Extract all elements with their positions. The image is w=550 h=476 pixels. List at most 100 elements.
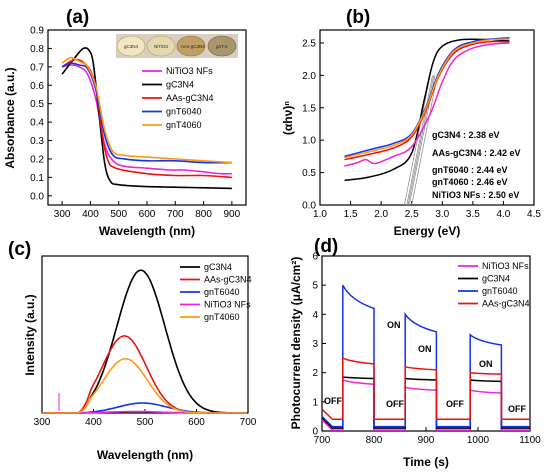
b-series-aas-gc3n4 [344,40,510,161]
panel-d-label: (d) [314,236,338,257]
panel-a-ylabel: Absorbance (a.u.) [3,67,17,168]
d-xtick-label-0: 700 [314,435,331,446]
sample-aas-gc3n4 [176,35,206,57]
b-xtick-label-6: 4.0 [496,209,510,220]
a-ytick-label-0: 0.0 [30,191,44,202]
panel-a-label: (a) [66,7,89,28]
a-ytick-label-7: 0.7 [30,62,44,73]
d-ytick-label-0: 0 [312,427,318,438]
b-tangent-1 [406,75,433,206]
panel-c: (c) 300 400 500 600 700 gC3N4 AAs-gC3N4 gnT604… [8,239,257,462]
bandgap-nitio3: NiTiO3 NFs : 2.50 eV [432,190,519,200]
bandgap-gc3n4: gC3N4 : 2.38 eV [432,130,500,140]
on-label-2: ON [418,344,432,354]
a-xtick-label-0: 300 [54,209,71,220]
d-legend-label-nitio3-nfs: NiTiO3 NFs [482,261,529,271]
d-xtick-label-2: 900 [418,435,435,446]
d-series-aas-gc3n4 [321,356,530,421]
b-xtick-label-2: 2.0 [374,209,388,220]
b-xtick-label-3: 2.5 [405,209,419,220]
b-series-gnt4060 [344,38,510,159]
b-xtick-label-1: 1.5 [344,209,358,220]
panel-a-ticks: 300 400 500 600 700 800 900 0.0 0.1 0.2 0.3 0.4 0.5 0… [30,26,241,221]
a-legend-label-gnt4060: gnT4060 [166,120,202,130]
a-ytick-label-9: 0.9 [30,26,44,37]
b-xtick-label-7: 4.5 [527,209,541,220]
inset-label-4: gnT-4 [216,44,228,49]
a-xtick-label-4: 700 [167,209,184,220]
c-series-gnt4060 [42,358,247,414]
d-ytick-label-1: 1 [312,397,318,408]
d-series-gnt6040 [321,284,530,428]
a-legend-label-aas-gc3n4: AAs-gC3N4 [166,93,214,103]
a-series-nitio3-nfs [61,64,232,175]
d-ytick-label-5: 5 [312,281,318,292]
sample-gnt4 [207,35,237,57]
a-xtick-label-2: 500 [110,209,127,220]
a-legend-label-gc3n4: gC3N4 [166,80,194,90]
a-xtick-label-3: 600 [139,209,156,220]
c-xtick-label-1: 400 [85,417,102,428]
panel-a-series [61,47,232,190]
panel-d-ylabel: Photocurrent density (μA/cm²) [289,257,303,430]
b-tangent-2 [407,75,435,206]
b-ytick-label-3: 1.5 [302,103,316,114]
a-series-aas-gc3n4 [61,58,232,179]
d-ytick-label-4: 4 [312,310,318,321]
a-ytick-label-4: 0.4 [30,118,44,129]
d-ytick-label-6: 6 [312,252,318,263]
panel-b-ticks: 1.0 1.5 2.0 2.5 3.0 3.5 4.0 4.5 0.0 0.5 1.0 1.5 2.0 2… [302,38,541,220]
c-legend-label-nitio3-nfs: NiTiO3 NFs [204,300,251,310]
b-ytick-label-1: 0.5 [302,168,316,179]
b-ytick-label-5: 2.5 [302,38,316,49]
d-series-nitio3-nfs [321,378,530,431]
d-ytick-label-2: 2 [312,368,318,379]
bandgap-gnt6040: gnT6040 : 2.44 eV [432,165,508,175]
b-series-nitio3-nfs [344,42,510,167]
sample-photo-inset: gC3N4 NiTiO3 AAs-gC3N4 gnT-4 [116,34,238,58]
sample-gc3n4 [116,35,146,57]
inset-label-1: gC3N4 [124,44,139,49]
a-series-gnt6040 [61,62,232,164]
c-xtick-label-4: 700 [240,417,257,428]
panel-c-ylabel: Intensity (a.u.) [23,294,37,375]
b-xtick-label-4: 3.0 [435,209,449,220]
a-ytick-label-6: 0.6 [30,81,44,92]
d-xtick-label-1: 800 [366,435,383,446]
b-xtick-label-5: 3.5 [466,209,480,220]
a-legend-label-nitio3-nfs: NiTiO3 NFs [166,66,213,76]
a-xtick-label-5: 800 [195,209,212,220]
a-ytick-label-8: 0.8 [30,44,44,55]
a-legend-label-gnt6040: gnT6040 [166,107,202,117]
panel-d-xlabel: Time (s) [403,455,449,469]
c-legend-label-gnt4060: gnT4060 [204,312,240,322]
panel-b: (b) 1.0 1.5 2.0 2.5 3.0 3.5 4.0 4.5 0.0 0.5 1.0 1.5… [281,7,541,238]
panel-c-legend: gC3N4 AAs-gC3N4 gnT6040 NiTiO3 NFs gnT4060 [180,262,252,322]
c-legend-label-aas-gc3n4: AAs-gC3N4 [204,275,252,285]
panel-d-on-off-labels: ON ON ON OFF OFF OFF OFF [324,320,526,414]
c-legend-label-gnt6040: gnT6040 [204,287,240,297]
b-ytick-label-4: 2.0 [302,71,316,82]
c-legend-label-gc3n4: gC3N4 [204,262,232,272]
panel-b-ylabel: (αhν)ⁿ [281,101,295,135]
d-legend-label-gnt6040: gnT6040 [482,286,518,296]
panel-b-label: (b) [346,7,370,28]
a-ytick-label-1: 0.1 [30,173,44,184]
on-label-1: ON [387,320,401,330]
d-legend-label-gc3n4: gC3N4 [482,274,510,284]
on-label-3: ON [479,359,493,369]
a-series-gnt4060 [61,56,232,164]
panel-b-frame [319,29,535,206]
panel-c-xlabel: Wavelength (nm) [97,448,193,462]
panel-d: (d) 700 800 900 1000 1100 0 1 2 3 4 5 6 ON ON ON OF… [289,236,541,469]
off-label-3: OFF [446,399,464,409]
panel-b-bandgap-annotations: gC3N4 : 2.38 eV AAs-gC3N4 : 2.42 eV gnT6… [432,130,521,200]
panel-a-legend: NiTiO3 NFs gC3N4 AAs-gC3N4 gnT6040 gnT4060 [142,66,214,130]
inset-label-2: NiTiO3 [154,44,168,49]
b-xtick-label-0: 1.0 [313,209,327,220]
panel-b-series [344,37,510,182]
a-ytick-label-5: 0.5 [30,99,44,110]
bandgap-gnt4060: gnT4060 : 2.46 eV [432,177,508,187]
off-label-1: OFF [324,396,342,406]
b-ytick-label-2: 1.0 [302,136,316,147]
